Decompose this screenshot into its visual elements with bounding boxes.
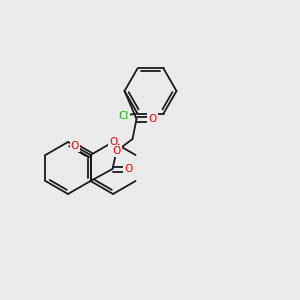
Text: O: O bbox=[112, 146, 121, 156]
Text: O: O bbox=[71, 141, 79, 151]
Text: Cl: Cl bbox=[118, 110, 129, 121]
Text: O: O bbox=[124, 164, 133, 174]
Text: O: O bbox=[109, 137, 117, 147]
Text: O: O bbox=[148, 114, 157, 124]
